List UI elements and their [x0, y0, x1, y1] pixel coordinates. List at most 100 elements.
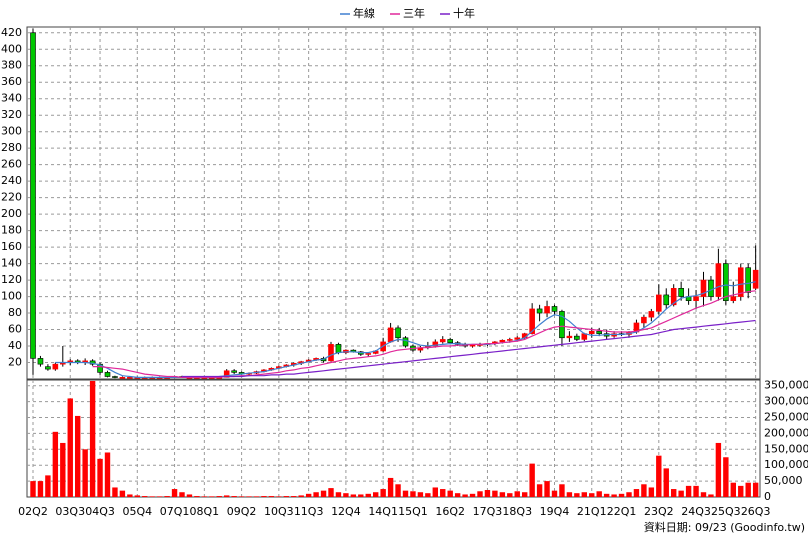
volume-bar — [656, 455, 662, 497]
candle-body — [52, 363, 59, 370]
volume-bar — [536, 484, 543, 497]
y-tick-label: 340 — [1, 92, 22, 105]
candle-body — [395, 327, 401, 339]
volume-bar — [335, 492, 342, 497]
y-tick-label: 360 — [1, 75, 22, 88]
volume-bar — [291, 496, 297, 497]
candle-body — [402, 337, 409, 347]
volume-bar — [216, 496, 222, 497]
volume-bar — [492, 490, 498, 497]
volume-bar — [663, 468, 669, 497]
legend-label: 十年 — [453, 6, 475, 20]
ma-line — [92, 290, 756, 378]
candle-body — [648, 311, 655, 318]
x-tick-label: 02Q2 — [18, 505, 48, 518]
volume-bar — [231, 496, 237, 497]
candle-body — [730, 296, 737, 301]
volume-bar — [238, 496, 245, 497]
volume-bar — [730, 482, 736, 497]
y-tick-label: 400 — [1, 42, 22, 55]
y2-tick-label: 200,000 — [764, 426, 808, 439]
volume-bar — [387, 477, 394, 497]
volume-bar — [544, 481, 550, 497]
x-tick-label: 05Q4 — [122, 505, 152, 518]
candle-body — [574, 335, 580, 340]
x-tick-label: 12Q4 — [331, 505, 361, 518]
y2-tick-label: 100,000 — [764, 458, 808, 471]
volume-bar — [618, 493, 625, 497]
volume-bar — [484, 490, 491, 497]
y-tick-label: 40 — [8, 339, 22, 352]
candle-body — [551, 306, 558, 312]
candle-body — [387, 327, 394, 343]
volume-bar — [402, 490, 409, 497]
x-tick-label: 25Q3 — [711, 505, 741, 518]
volume-bar — [358, 494, 364, 497]
candle-body — [708, 279, 714, 297]
y-tick-label: 20 — [8, 356, 22, 369]
volume-bar — [268, 496, 275, 497]
y2-tick-label: 50,000 — [764, 474, 803, 487]
volume-bar — [82, 449, 88, 497]
candle-body — [663, 294, 670, 306]
volume-bar — [462, 494, 468, 497]
candle-body — [97, 363, 103, 373]
candle-body — [45, 366, 51, 370]
y2-tick-label: 150,000 — [764, 442, 808, 455]
volume-bar — [626, 492, 632, 497]
volume-bar — [276, 496, 282, 497]
volume-bar — [417, 492, 424, 497]
volume-bar — [30, 481, 36, 497]
x-tick-label: 16Q2 — [435, 505, 465, 518]
x-tick-label: 19Q4 — [540, 505, 570, 518]
volume-bar — [708, 494, 714, 497]
candle-body — [127, 377, 133, 379]
volume-bar — [671, 489, 677, 497]
volume-bar — [641, 484, 647, 497]
candle-body — [745, 267, 752, 293]
x-tick-label: 08Q1 — [190, 505, 220, 518]
x-tick-label: 10Q3 — [264, 505, 294, 518]
volume-bar — [224, 495, 230, 497]
volume-panel — [26, 379, 761, 498]
volume-bar — [522, 492, 528, 497]
volume-bar — [715, 442, 722, 497]
volume-bar — [633, 489, 640, 497]
volume-bar — [752, 482, 759, 497]
x-tick-label: 15Q1 — [398, 505, 428, 518]
volume-bar — [566, 492, 573, 497]
candle-body — [499, 339, 506, 343]
candle-body — [588, 330, 595, 334]
volume-bar — [119, 490, 126, 497]
volume-bar — [97, 458, 103, 497]
candle-body — [231, 370, 237, 373]
volume-bar — [194, 496, 200, 497]
candle-body — [536, 308, 543, 314]
volume-bar — [373, 492, 379, 497]
x-tick-label: 23Q2 — [644, 505, 674, 518]
volume-bar — [350, 494, 357, 497]
volume-bar — [685, 485, 692, 497]
volume-bar — [514, 491, 520, 497]
x-tick-label: 14Q1 — [368, 505, 398, 518]
x-tick-label: 18Q3 — [502, 505, 532, 518]
volume-bar — [410, 491, 416, 497]
candle-body — [715, 263, 722, 297]
y-tick-label: 180 — [1, 224, 22, 237]
candle-body — [432, 341, 439, 347]
volume-bar — [574, 493, 580, 497]
volume-bar — [283, 496, 289, 497]
volume-bar — [678, 490, 684, 497]
candle-body — [596, 330, 603, 334]
volume-bar — [440, 489, 446, 497]
y-tick-label: 420 — [1, 26, 22, 39]
y-tick-label: 80 — [8, 306, 22, 319]
candle-body — [566, 335, 573, 339]
volume-bar — [164, 496, 170, 497]
candle-body — [30, 32, 36, 359]
candle-body — [37, 358, 44, 365]
volume-bar — [186, 494, 193, 497]
volume-bar — [298, 495, 304, 497]
volume-bar — [425, 493, 431, 497]
